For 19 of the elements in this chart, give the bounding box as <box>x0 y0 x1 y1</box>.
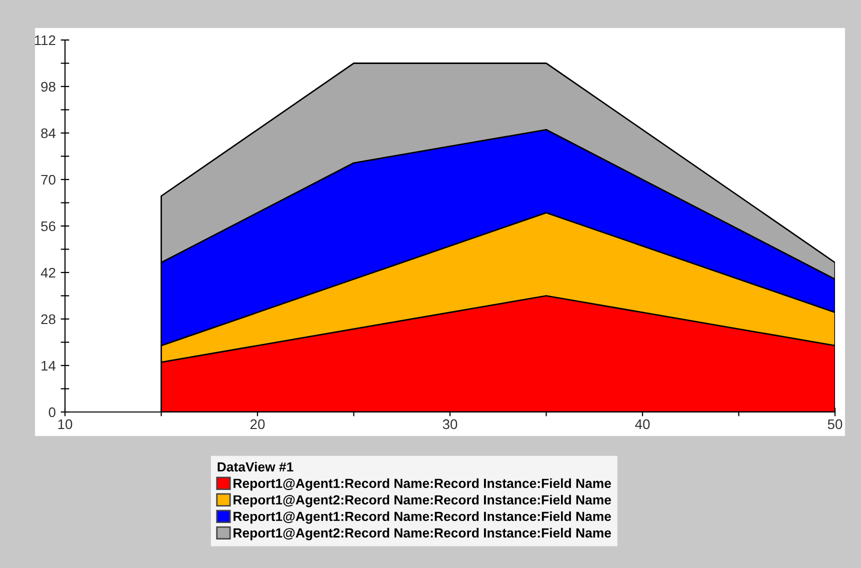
legend-label: Report1@Agent2:Record Name:Record Instance:Field Name <box>234 528 611 540</box>
x-tick-label: 50 <box>828 419 842 430</box>
legend-label: Report1@Agent2:Record Name:Record Instance:Field Name <box>234 494 611 508</box>
y-tick-label: 56 <box>41 221 56 232</box>
legend-label: Report1@Agent1:Record Name:Record Instance:Field Name <box>234 511 611 524</box>
x-tick-label: 30 <box>442 419 458 430</box>
y-tick-label: 98 <box>41 82 56 92</box>
x-tick-label: 20 <box>250 419 265 430</box>
legend-title: DataView #1 <box>218 462 294 472</box>
y-tick-label: 28 <box>41 314 56 324</box>
x-tick-label: 40 <box>635 419 650 430</box>
y-tick-label: 84 <box>41 128 56 138</box>
y-tick-label: 112 <box>34 35 56 46</box>
y-tick-label: 70 <box>41 174 56 185</box>
y-tick-label: 0 <box>48 407 56 418</box>
y-tick-label: 14 <box>42 360 56 371</box>
legend-label: Report1@Agent1:Record Name:Record Instance:Field Name <box>234 478 611 491</box>
y-tick-label: 42 <box>40 268 56 278</box>
x-tick-label: 10 <box>58 419 72 430</box>
